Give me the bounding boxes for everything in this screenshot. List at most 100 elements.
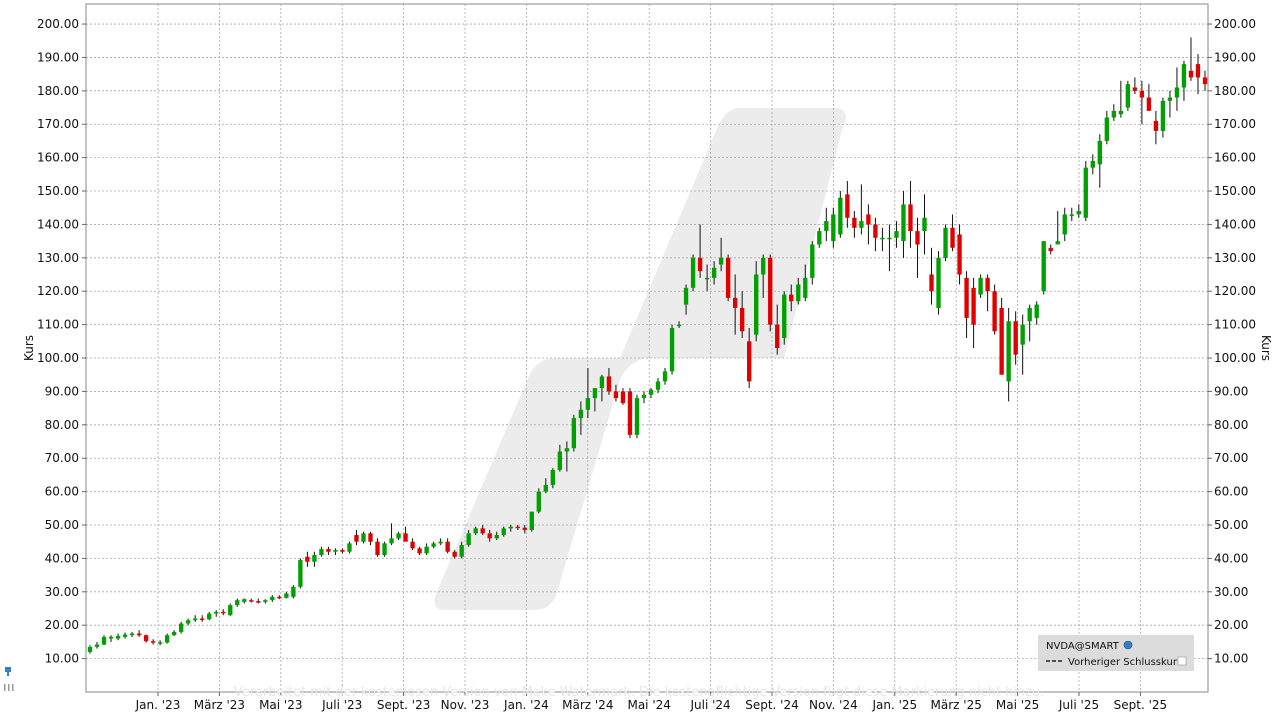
candle-body [634, 398, 640, 435]
candle [810, 241, 815, 285]
y-tick-label-right: 170.00 [1214, 117, 1256, 131]
candle [501, 526, 506, 537]
candle [368, 531, 373, 546]
candle [480, 525, 485, 536]
x-tick-label: Sept. '24 [745, 698, 799, 712]
candle [711, 261, 717, 285]
candle [627, 388, 633, 439]
candle-body [445, 541, 450, 552]
candle [1160, 97, 1166, 138]
candle [494, 531, 499, 541]
grid-lines [86, 4, 1208, 692]
tool-icon[interactable] [4, 667, 14, 691]
candle [242, 598, 247, 604]
candle [922, 194, 927, 255]
candle [354, 530, 359, 546]
candle [1202, 70, 1208, 91]
x-tick-label: Juli '24 [689, 698, 730, 712]
candle-body [326, 549, 331, 552]
candle-body [1202, 77, 1208, 85]
candle-body [718, 257, 724, 265]
candle [298, 558, 303, 589]
candle [94, 641, 100, 649]
candle-body [1111, 110, 1117, 118]
candle-body [725, 257, 731, 298]
grip-icon-part [4, 684, 6, 691]
y-tick-label-right: 140.00 [1214, 217, 1256, 231]
candle [775, 304, 780, 355]
candle [747, 327, 752, 389]
x-tick-label: Mai '24 [627, 698, 670, 712]
candle-body [228, 605, 233, 616]
candle-body [852, 217, 857, 228]
candle-body [775, 324, 780, 348]
y-tick-label-right: 30.00 [1214, 585, 1248, 599]
candle [319, 546, 324, 557]
x-tick-label: Sept. '23 [377, 698, 431, 712]
candle [1027, 304, 1032, 342]
legend-previous-close-label: Vorheriger Schlusskurs [1068, 657, 1182, 668]
candle [564, 441, 570, 472]
candle [1181, 60, 1187, 101]
candle-body [557, 451, 563, 470]
candle-body [235, 600, 240, 606]
candle [901, 191, 906, 258]
candle-body [564, 448, 570, 452]
candle-body [999, 307, 1004, 375]
candle [452, 550, 457, 559]
y-tick-label-right: 160.00 [1214, 151, 1256, 165]
candle [690, 254, 696, 292]
candle-body [915, 231, 920, 245]
y-tick-label-left: 100.00 [37, 351, 79, 365]
globe-icon [1123, 640, 1133, 650]
candle [950, 214, 955, 252]
candle [866, 204, 871, 245]
candle-body [711, 267, 717, 278]
candle [754, 261, 759, 342]
x-tick-label: Mai '23 [259, 698, 302, 712]
candle-body [669, 327, 675, 372]
candle-body [641, 394, 647, 399]
candle-body [578, 409, 584, 419]
y-tick-label-right: 90.00 [1214, 384, 1248, 398]
candle-body [803, 277, 808, 298]
candle [999, 297, 1004, 375]
y-tick-label-right: 120.00 [1214, 284, 1256, 298]
candle [669, 324, 675, 375]
candle [361, 531, 366, 544]
candle-body [136, 633, 142, 636]
candle [249, 598, 254, 603]
candle-body [1139, 90, 1145, 98]
candle-body [214, 611, 219, 614]
checkbox-icon[interactable] [1177, 656, 1187, 666]
candle-body [929, 274, 934, 292]
candle [641, 391, 647, 404]
candle-body [831, 214, 836, 242]
candle-body [410, 541, 415, 549]
candle [831, 207, 836, 248]
candle [1062, 207, 1067, 242]
x-tick-label: März '24 [562, 698, 613, 712]
y-tick-label-right: 40.00 [1214, 551, 1248, 565]
candle-body [782, 294, 787, 338]
x-tick-label: Nov. '24 [809, 698, 858, 712]
candle-body [319, 549, 324, 556]
candle-body [480, 528, 485, 534]
candle [305, 551, 310, 567]
candle [410, 538, 415, 551]
y-axis-title-right: Kurs [1259, 335, 1273, 361]
candle-body [704, 277, 710, 280]
candle [1034, 301, 1039, 325]
candle-body [543, 484, 548, 492]
candle-body [1160, 100, 1166, 131]
candle [592, 388, 598, 412]
candle-body [1013, 321, 1018, 355]
candle [1111, 104, 1117, 121]
candle-body [1181, 64, 1187, 88]
candle [1167, 90, 1173, 118]
candle [417, 546, 422, 556]
grip-icon-part [8, 684, 10, 691]
candle-body [964, 277, 969, 318]
candle [1041, 241, 1046, 295]
candle-body [529, 511, 534, 531]
